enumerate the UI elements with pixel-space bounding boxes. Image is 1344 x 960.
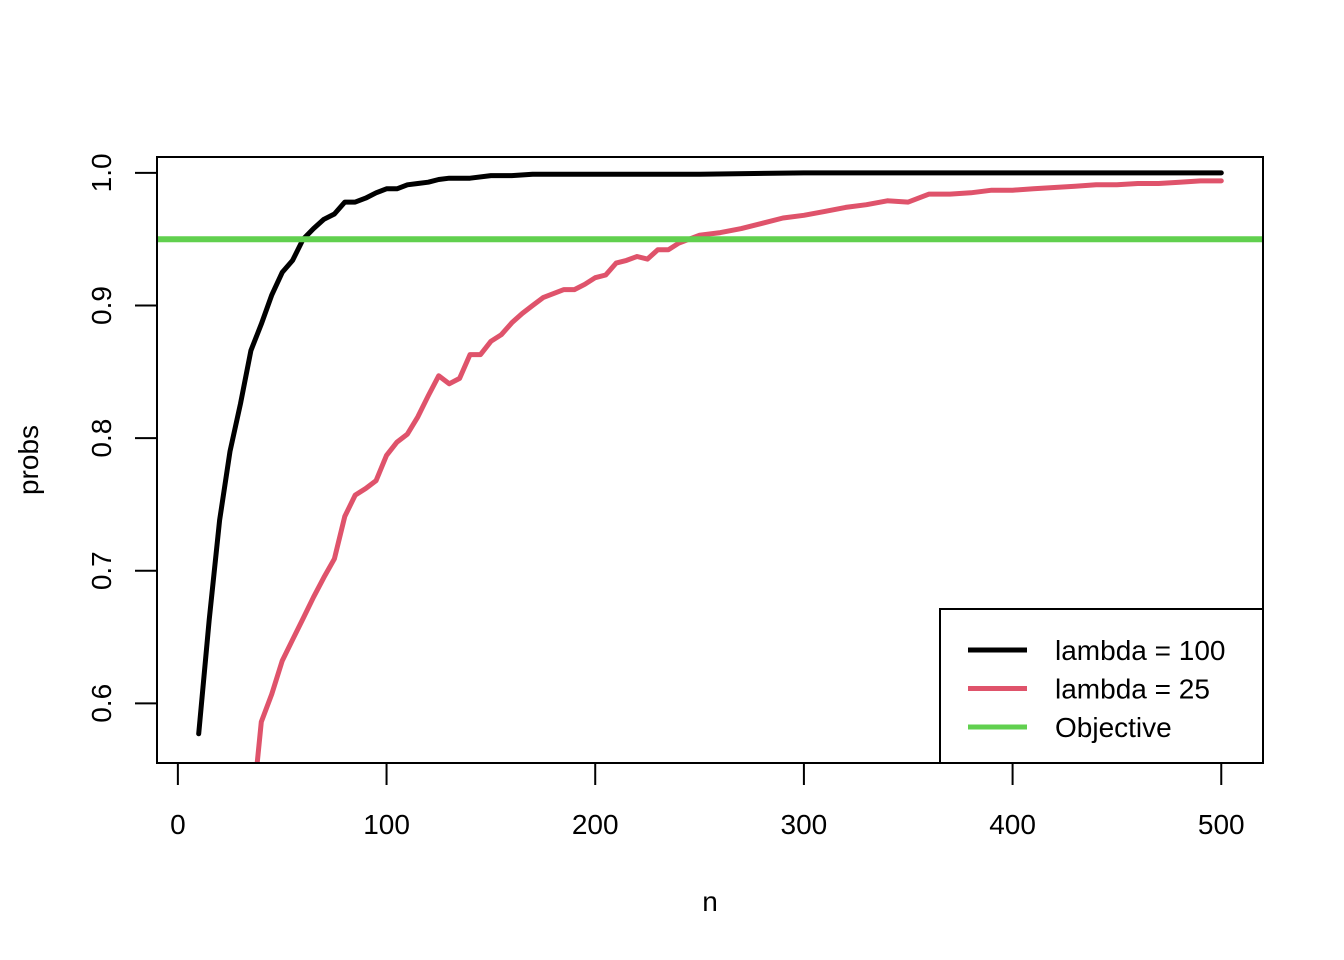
y-tick-label: 0.8 <box>86 419 117 458</box>
x-axis-title: n <box>702 886 718 917</box>
x-tick-label: 0 <box>170 809 186 840</box>
x-tick-label: 300 <box>781 809 828 840</box>
y-axis-title: probs <box>13 425 44 495</box>
y-axis: 0.6 0.7 0.8 0.9 1.0 <box>86 153 158 723</box>
x-tick-label: 400 <box>989 809 1036 840</box>
y-tick-label: 0.9 <box>86 286 117 325</box>
x-tick-label: 500 <box>1198 809 1245 840</box>
legend-label: lambda = 25 <box>1055 674 1210 705</box>
legend-label: lambda = 100 <box>1055 635 1225 666</box>
y-tick-label: 0.6 <box>86 684 117 723</box>
legend: lambda = 100 lambda = 25 Objective <box>939 608 1264 764</box>
series-line-2 <box>254 178 1224 763</box>
x-tick-label: 100 <box>363 809 410 840</box>
y-tick-label: 1.0 <box>86 153 117 192</box>
y-tick-label: 0.7 <box>86 551 117 590</box>
series-layer <box>157 170 1263 763</box>
legend-label: Objective <box>1055 712 1172 743</box>
x-tick-label: 200 <box>572 809 619 840</box>
series-line-1 <box>196 170 1224 737</box>
